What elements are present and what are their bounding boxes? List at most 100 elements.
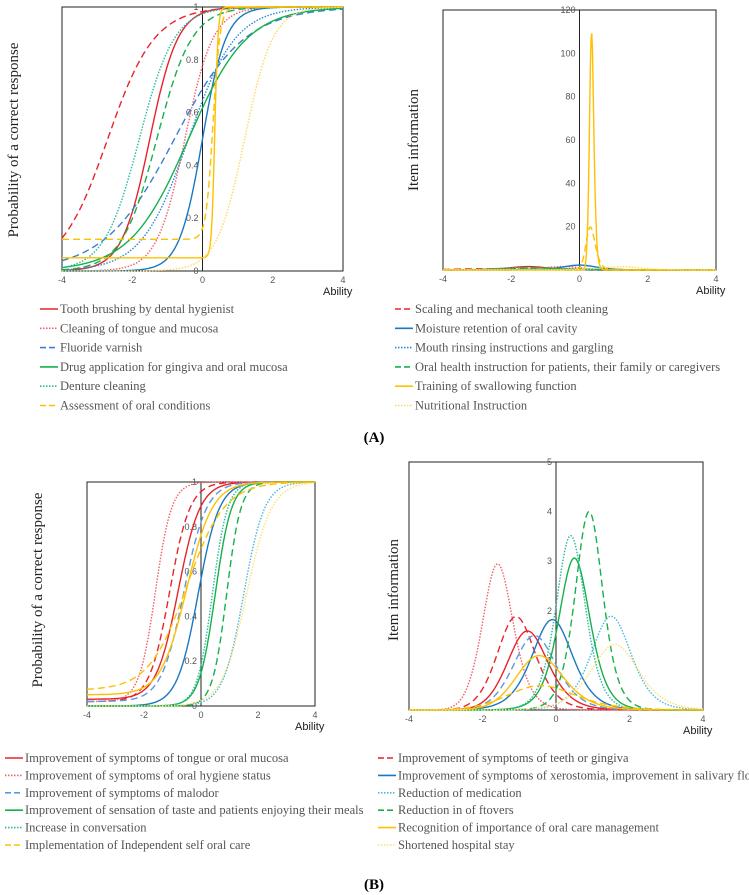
- legend-label: Cleaning of tongue and mucosa: [60, 321, 219, 335]
- legend-item: Improvement of symptoms of oral hygiene …: [5, 768, 271, 782]
- y-axis-label: Item information: [406, 88, 422, 191]
- y-tick-label: 120: [560, 5, 575, 15]
- y-tick-label: 80: [565, 92, 575, 102]
- x-tick-label: -4: [58, 275, 66, 285]
- legend-panel-b: Improvement of symptoms of tongue or ora…: [5, 751, 749, 852]
- x-tick-label: 2: [255, 710, 260, 720]
- y-tick-label: 3: [547, 556, 552, 566]
- x-axis-label: Ability: [683, 725, 713, 737]
- legend-label: Improvement of symptoms of teeth or ging…: [398, 751, 629, 765]
- panel-b-label: (B): [364, 877, 384, 893]
- x-tick-label: -2: [478, 714, 486, 724]
- legend-item: Oral health instruction for patients, th…: [395, 360, 720, 374]
- legend-label: Tooth brushing by dental hygienist: [60, 302, 235, 316]
- legend-label: Improvement of symptoms of xerostomia, i…: [398, 768, 749, 782]
- legend-item: Improvement of symptoms of tongue or ora…: [5, 751, 289, 765]
- y-tick-label: 1: [193, 2, 198, 12]
- legend-item: Improvement of symptoms of teeth or ging…: [378, 751, 629, 765]
- legend-label: Implementation of Independent self oral …: [25, 838, 251, 852]
- legend-item: Improvement of symptoms of malodor: [5, 786, 220, 800]
- y-tick-label: 0.4: [184, 611, 197, 621]
- legend-item: Denture cleaning: [40, 379, 146, 393]
- x-tick-label: 0: [553, 714, 558, 724]
- legend-item: Improvement of sensation of taste and pa…: [5, 803, 364, 817]
- y-tick-label: 0.8: [184, 522, 197, 532]
- x-tick-label: -4: [439, 274, 447, 284]
- legend-label: Improvement of symptoms of oral hygiene …: [25, 768, 271, 782]
- legend-item: Assessment of oral conditions: [40, 399, 210, 413]
- legend-label: Oral health instruction for patients, th…: [415, 360, 720, 374]
- y-axis-label: Probability of a correct response: [30, 492, 46, 687]
- x-tick-label: 2: [627, 714, 632, 724]
- legend-panel-a: Tooth brushing by dental hygienist Scalin…: [40, 302, 720, 413]
- legend-item: Cleaning of tongue and mucosa: [40, 321, 219, 335]
- legend-label: Scaling and mechanical tooth cleaning: [415, 302, 609, 316]
- legend-item: Reduction in of ftovers: [378, 803, 514, 817]
- y-axis-label: Item information: [386, 538, 402, 641]
- info-curve-11: [409, 643, 704, 711]
- icc-curve-9: [87, 481, 315, 696]
- x-tick-label: 4: [700, 714, 705, 724]
- legend-label: Recognition of importance of oral care m…: [398, 821, 660, 835]
- legend-item: Moisture retention of oral cavity: [395, 321, 578, 335]
- legend-label: Nutritional Instruction: [415, 399, 528, 413]
- x-tick-label: 2: [645, 274, 650, 284]
- icc-curve-8: [61, 6, 343, 269]
- y-tick-label: 0.2: [184, 656, 197, 666]
- x-tick-label: 4: [312, 710, 317, 720]
- legend-item: Improvement of symptoms of xerostomia, i…: [378, 768, 749, 782]
- legend-item: Increase in conversation: [5, 821, 147, 835]
- y-tick-label: 40: [565, 178, 575, 188]
- legend-label: Assessment of oral conditions: [60, 399, 210, 413]
- x-tick-label: 0: [200, 275, 205, 285]
- x-tick-label: 0: [198, 710, 203, 720]
- y-tick-label: 0.2: [186, 213, 199, 223]
- legend-item: Implementation of Independent self oral …: [5, 838, 251, 852]
- info-curve-10: [409, 685, 703, 711]
- x-tick-label: -2: [140, 710, 148, 720]
- y-tick-label: 5: [547, 457, 552, 467]
- y-tick-label: 4: [547, 507, 552, 517]
- legend-item: Recognition of importance of oral care m…: [378, 821, 660, 835]
- x-tick-label: 4: [340, 275, 345, 285]
- x-axis-label: Ability: [295, 721, 325, 733]
- legend-label: Reduction of medication: [398, 786, 522, 800]
- info-curve-8: [443, 267, 716, 271]
- legend-label: Improvement of symptoms of tongue or ora…: [25, 751, 289, 765]
- legend-label: Training of swallowing function: [415, 379, 577, 393]
- legend-label: Fluoride varnish: [60, 341, 143, 355]
- legend-item: Reduction of medication: [378, 786, 522, 800]
- icc-curve-8: [87, 481, 315, 707]
- plot-a-info: -4 -2 0 2 4 20 40 60 80 100 120 Ability Item informa…: [406, 5, 726, 297]
- legend-item: Mouth rinsing instructions and gargling: [395, 341, 614, 355]
- y-axis-label: Probability of a correct response: [6, 42, 22, 237]
- x-tick-label: 0: [577, 274, 582, 284]
- legend-item: Nutritional Instruction: [395, 399, 528, 413]
- legend-item: Fluoride varnish: [40, 341, 143, 355]
- legend-label: Improvement of sensation of taste and pa…: [25, 803, 364, 817]
- y-tick-label: 1: [192, 477, 197, 487]
- legend-label: Moisture retention of oral cavity: [415, 321, 578, 335]
- legend-label: Reduction in of ftovers: [398, 803, 514, 817]
- y-tick-label: 2: [547, 606, 552, 616]
- legend-label: Improvement of symptoms of malodor: [25, 786, 220, 800]
- plot-a-icc: -4 -2 0 2 4 0 0.2 0.4 0.6 0.8 1 Ability Probability …: [6, 2, 353, 298]
- x-tick-label: -4: [405, 714, 413, 724]
- x-tick-label: 2: [270, 275, 275, 285]
- y-tick-label: 0: [192, 701, 197, 711]
- y-tick-label: 60: [565, 135, 575, 145]
- info-curve-11: [443, 265, 716, 271]
- plot-b-icc: -4 -2 0 2 400.20.40.60.81AbilityProbability …: [30, 477, 325, 733]
- x-tick-label: -2: [507, 274, 515, 284]
- icc-curve-1: [61, 6, 343, 239]
- icc-curve-5: [87, 481, 315, 707]
- icc-curve-11: [87, 482, 315, 707]
- legend-item: Drug application for gingiva and oral mu…: [40, 360, 288, 374]
- y-tick-label: 0: [193, 266, 198, 276]
- y-tick-label: 100: [560, 48, 575, 58]
- panel-a-label: (A): [364, 430, 385, 446]
- legend-label: Increase in conversation: [25, 821, 147, 835]
- legend-label: Drug application for gingiva and oral mu…: [60, 360, 288, 374]
